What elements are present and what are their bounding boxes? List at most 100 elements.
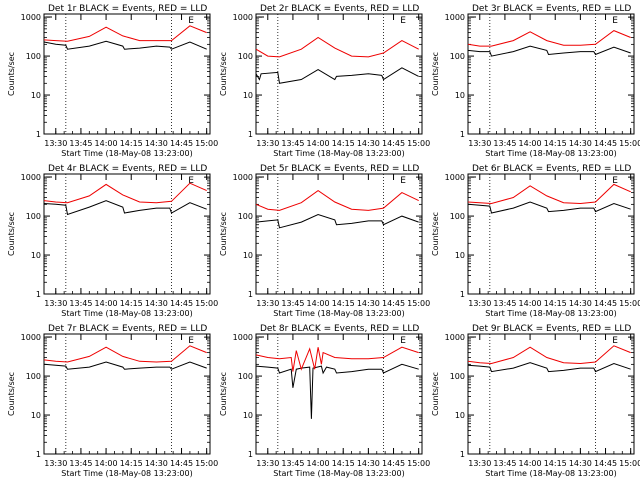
y-tick-label: 1000 xyxy=(21,13,41,22)
y-axis-label: Counts/sec xyxy=(7,372,16,416)
x-tick-label: 13:45 xyxy=(493,299,516,308)
x-tick-label: 14:00 xyxy=(307,459,330,468)
y-axis-label: Counts/sec xyxy=(7,212,16,256)
flag-marker: E xyxy=(612,16,618,26)
events-series-line xyxy=(43,200,207,216)
x-axis-label: Start Time (18-May-08 13:23:00) xyxy=(485,469,616,478)
x-tick-label: 13:45 xyxy=(493,139,516,148)
y-tick-label: 1000 xyxy=(233,333,253,342)
y-tick-label: 1 xyxy=(248,450,253,459)
y-tick-label: 1 xyxy=(460,130,465,139)
detector-panel: Det 3r BLACK = Events, RED = LLD E 1 10 100 1… xyxy=(431,4,640,158)
detector-panel: Det 6r BLACK = Events, RED = LLD E 1 10 100 1… xyxy=(431,164,640,318)
y-tick-label: 1000 xyxy=(21,333,41,342)
x-tick-label: 14:30 xyxy=(145,459,168,468)
x-tick-label: 15:00 xyxy=(407,459,430,468)
x-tick-label: 15:00 xyxy=(619,299,640,308)
lld-series-line xyxy=(43,25,207,42)
x-tick-label: 13:45 xyxy=(281,299,304,308)
x-tick-label: 14:30 xyxy=(569,139,592,148)
x-tick-label: 13:45 xyxy=(69,459,92,468)
y-tick-label: 1000 xyxy=(21,173,41,182)
x-tick-label: 13:30 xyxy=(44,299,67,308)
x-tick-label: 14:30 xyxy=(357,299,380,308)
x-tick-label: 14:30 xyxy=(569,299,592,308)
plot-frame xyxy=(255,173,423,295)
flag-marker: E xyxy=(612,176,618,186)
lld-series-line xyxy=(255,346,419,372)
y-axis-label: Counts/sec xyxy=(431,372,440,416)
x-tick-label: 14:45 xyxy=(594,299,617,308)
x-tick-label: 13:45 xyxy=(281,459,304,468)
x-tick-label: 13:30 xyxy=(468,299,491,308)
x-tick-label: 15:00 xyxy=(619,139,640,148)
x-tick-label: 14:15 xyxy=(120,299,143,308)
x-tick-label: 13:45 xyxy=(281,139,304,148)
events-series-line xyxy=(43,40,207,50)
y-tick-label: 1 xyxy=(36,130,41,139)
lld-series-line xyxy=(255,189,419,211)
x-tick-label: 13:30 xyxy=(468,459,491,468)
plot-frame xyxy=(255,13,423,135)
y-tick-label: 10 xyxy=(31,91,41,100)
lld-series-line xyxy=(43,345,207,363)
x-axis-label: Start Time (18-May-08 13:23:00) xyxy=(273,309,404,318)
x-tick-label: 14:45 xyxy=(382,299,405,308)
plot-frame xyxy=(467,333,635,455)
y-tick-label: 10 xyxy=(31,411,41,420)
y-tick-label: 1 xyxy=(36,450,41,459)
y-tick-label: 100 xyxy=(238,372,253,381)
events-series-line xyxy=(467,201,631,214)
plot-frame xyxy=(43,13,211,135)
flag-marker: E xyxy=(188,176,194,186)
plot-frame xyxy=(43,333,211,455)
panel-title: Det 4r BLACK = Events, RED = LLD xyxy=(48,164,207,174)
x-tick-label: 14:00 xyxy=(519,139,542,148)
flag-marker: E xyxy=(188,336,194,346)
y-tick-label: 1 xyxy=(460,290,465,299)
x-tick-label: 14:45 xyxy=(170,459,193,468)
y-tick-label: 1000 xyxy=(233,13,253,22)
x-tick-label: 14:30 xyxy=(357,459,380,468)
panel-title: Det 6r BLACK = Events, RED = LLD xyxy=(472,164,631,174)
y-tick-label: 1 xyxy=(248,290,253,299)
detector-panel: Det 4r BLACK = Events, RED = LLD E 1 10 100 1… xyxy=(7,164,218,318)
panel-title: Det 5r BLACK = Events, RED = LLD xyxy=(260,164,419,174)
y-tick-label: 100 xyxy=(26,212,41,221)
x-tick-label: 14:00 xyxy=(307,139,330,148)
y-tick-label: 10 xyxy=(455,251,465,260)
y-tick-label: 100 xyxy=(26,52,41,61)
y-tick-label: 10 xyxy=(455,91,465,100)
x-tick-label: 15:00 xyxy=(407,139,430,148)
panel-title: Det 7r BLACK = Events, RED = LLD xyxy=(48,324,207,334)
events-series-line xyxy=(255,67,419,84)
y-tick-label: 10 xyxy=(243,91,253,100)
detector-panel: Det 2r BLACK = Events, RED = LLD E 1 10 100 1… xyxy=(219,4,430,158)
y-tick-label: 100 xyxy=(450,372,465,381)
y-tick-label: 1000 xyxy=(445,173,465,182)
detector-panel: Det 7r BLACK = Events, RED = LLD E 1 10 100 1… xyxy=(7,324,218,478)
x-tick-label: 14:15 xyxy=(544,139,567,148)
y-axis-label: Counts/sec xyxy=(219,52,228,96)
detector-panel: Det 5r BLACK = Events, RED = LLD E 1 10 100 1… xyxy=(219,164,430,318)
y-tick-label: 10 xyxy=(455,411,465,420)
x-tick-label: 13:45 xyxy=(69,139,92,148)
x-axis-label: Start Time (18-May-08 13:23:00) xyxy=(273,469,404,478)
x-tick-label: 13:30 xyxy=(256,459,279,468)
x-tick-label: 15:00 xyxy=(195,459,218,468)
x-tick-label: 14:00 xyxy=(519,459,542,468)
y-tick-label: 1 xyxy=(460,450,465,459)
x-tick-label: 13:30 xyxy=(44,459,67,468)
y-tick-label: 100 xyxy=(238,212,253,221)
x-tick-label: 14:30 xyxy=(569,459,592,468)
lld-series-line xyxy=(43,182,207,204)
x-tick-label: 14:45 xyxy=(594,459,617,468)
x-tick-label: 15:00 xyxy=(195,299,218,308)
y-tick-label: 10 xyxy=(31,251,41,260)
detector-panel: Det 1r BLACK = Events, RED = LLD E 1 10 100 1… xyxy=(7,4,218,158)
events-series-line xyxy=(467,45,631,57)
x-axis-label: Start Time (18-May-08 13:23:00) xyxy=(485,309,616,318)
x-tick-label: 14:15 xyxy=(120,459,143,468)
x-tick-label: 14:45 xyxy=(382,459,405,468)
x-tick-label: 14:45 xyxy=(170,299,193,308)
